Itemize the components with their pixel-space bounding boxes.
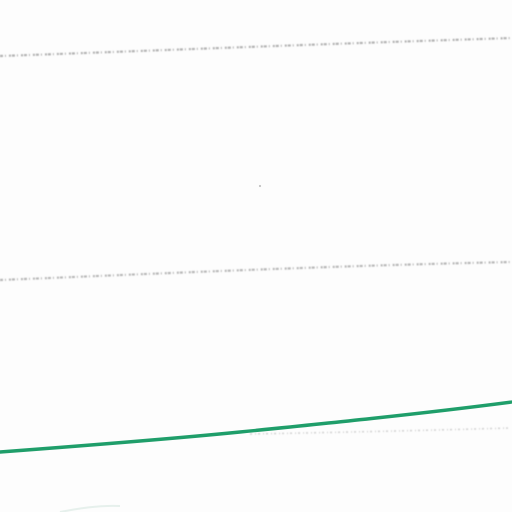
paper-speck — [258, 184, 262, 188]
dotted-rule-top — [0, 36, 512, 58]
green-ink-line — [0, 400, 512, 454]
dotted-rule-lower — [249, 427, 511, 435]
dotted-rules — [0, 36, 512, 435]
dotted-rule-middle — [0, 260, 512, 282]
faint-ink-remnant — [59, 504, 121, 512]
